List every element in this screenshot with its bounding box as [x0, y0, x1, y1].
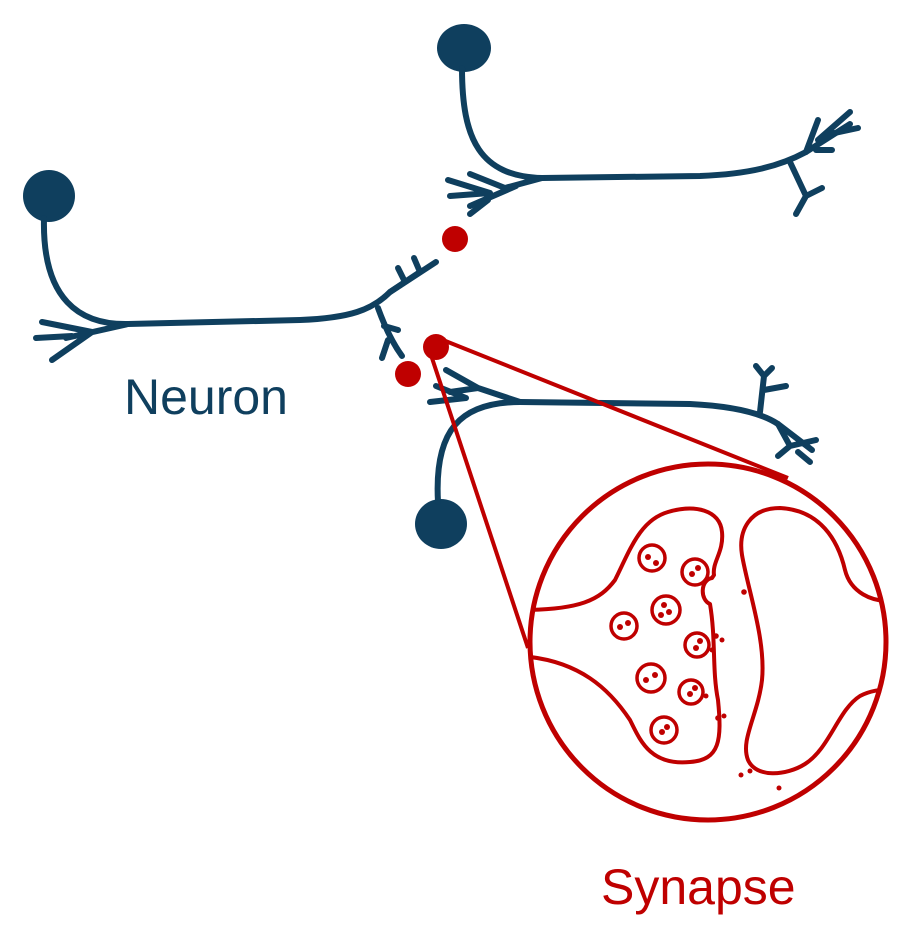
dendrite-left-a — [33, 319, 131, 363]
soma-bottom — [415, 499, 467, 549]
neurotransmitter-dot — [715, 715, 721, 721]
vesicle — [637, 543, 667, 573]
axon-top-terminal — [467, 197, 491, 217]
signal-dot-upper — [442, 226, 468, 252]
neurotransmitter-dot — [719, 637, 725, 643]
dendrite-top-left — [445, 171, 545, 209]
neuron-label: Neuron — [124, 369, 288, 425]
vesicle — [635, 662, 667, 694]
signal-dot-source — [423, 334, 449, 360]
zoom-line-upper — [437, 336, 789, 480]
vesicle — [649, 715, 679, 745]
soma-left — [23, 170, 75, 222]
neurotransmitter-dot — [738, 772, 744, 778]
neurotransmitter-dot — [709, 647, 715, 653]
presynaptic-terminal — [530, 506, 725, 765]
dendrite-bottom-right — [753, 363, 819, 465]
axon-terminal-upper-left — [387, 255, 423, 295]
neurotransmitters — [703, 589, 782, 791]
dendrite-bottom-left — [427, 367, 523, 405]
synapse-detail — [527, 461, 889, 823]
vesicle — [650, 594, 682, 626]
zoom-line-lower — [428, 351, 530, 649]
neurotransmitter-dot — [721, 713, 727, 719]
neurotransmitter-dot — [747, 768, 753, 774]
neuron-left — [23, 170, 439, 363]
neuron-bottom — [415, 363, 819, 549]
vesicle — [680, 557, 710, 587]
neurotransmitter-dot — [741, 589, 747, 595]
neuron-top — [437, 24, 861, 217]
soma-top — [437, 24, 491, 72]
synapse-label: Synapse — [601, 859, 796, 915]
signal-dot-lower — [395, 361, 421, 387]
neurotransmitter-dot — [713, 633, 719, 639]
vesicle — [609, 611, 639, 641]
postsynaptic-terminal — [739, 506, 886, 776]
neurotransmitter-dot — [703, 693, 709, 699]
zoom-lines — [428, 336, 789, 649]
dendrite-top-right-lower — [787, 159, 825, 217]
vesicles — [609, 543, 711, 745]
vesicle — [677, 678, 705, 706]
vesicle — [683, 631, 711, 659]
dendrite-top-right — [803, 109, 861, 155]
neurotransmitter-dot — [776, 785, 782, 791]
axon-branch-lower-left — [375, 305, 405, 361]
